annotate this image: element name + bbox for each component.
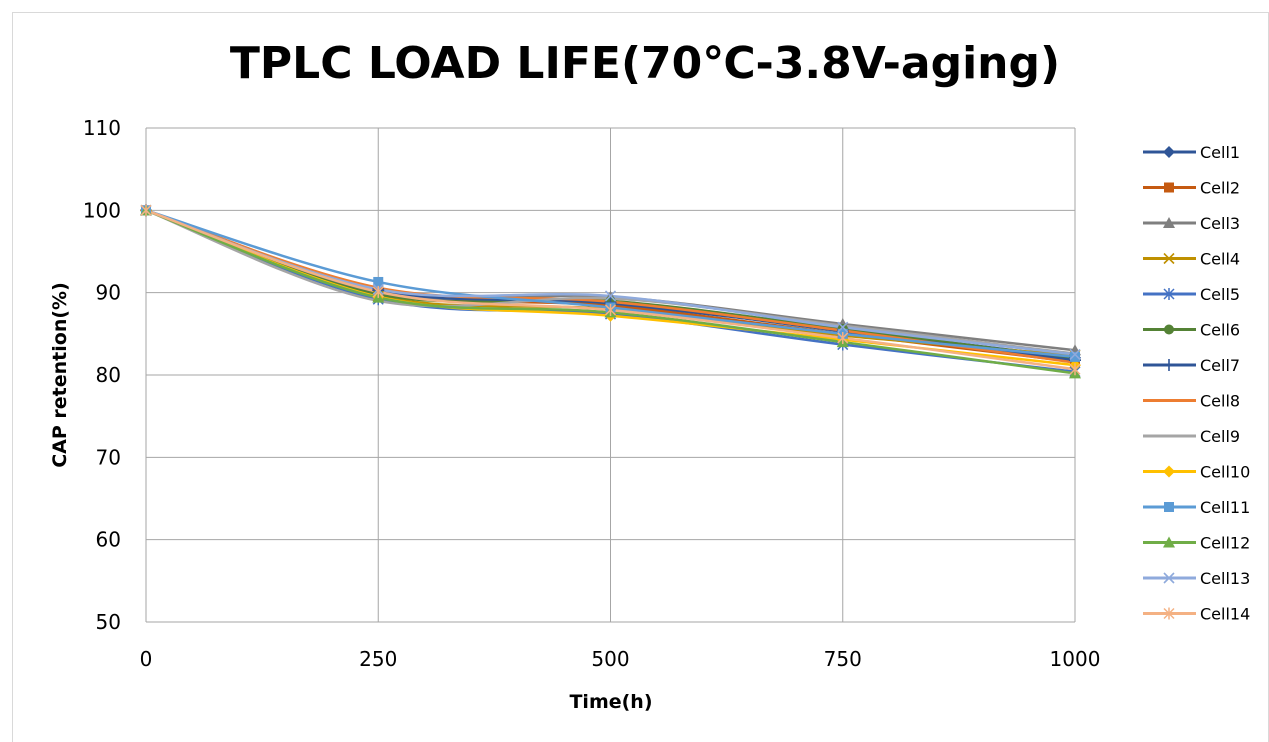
series-lines [140,204,1081,379]
legend-marker [1163,607,1175,620]
legend-marker [1163,465,1175,478]
y-tick-label: 50 [96,610,121,634]
x-axis-label: Time(h) [569,691,652,713]
legend-item-cell9: Cell9 [1143,427,1240,446]
y-tick-label: 100 [83,198,121,222]
x-tick-label: 250 [359,647,397,671]
legend-marker [1164,182,1174,193]
legend-marker [1163,217,1175,228]
legend-item-cell12: Cell12 [1143,534,1250,553]
data-point-cell14 [604,303,617,316]
legend-item-cell3: Cell3 [1143,214,1240,233]
chart-title: TPLC LOAD LIFE(70℃-3.8V-aging) [230,38,1060,89]
legend-item-cell11: Cell11 [1143,498,1250,517]
legend-item-cell1: Cell1 [1143,143,1240,162]
data-point-cell13 [837,321,849,333]
data-point-cell14 [140,204,152,217]
legend-item-cell7: Cell7 [1143,356,1240,375]
data-point-cell14 [372,285,384,298]
legend-label: Cell9 [1200,427,1240,446]
legend-label: Cell2 [1200,179,1240,198]
legend-marker [1164,324,1174,335]
y-tick-label: 60 [96,528,121,552]
data-point-cell14 [1069,363,1081,376]
legend-item-cell14: Cell14 [1143,605,1250,624]
legend-marker [1164,502,1174,512]
legend-item-cell2: Cell2 [1143,179,1240,198]
legend-label: Cell1 [1200,143,1240,162]
legend-label: Cell3 [1200,214,1240,233]
axis-ticks: 50 60 70 80 90 100 110 0 250 500 750 1000 [83,116,1101,671]
x-tick-label: 750 [824,647,862,671]
legend-item-cell5: Cell5 [1143,285,1240,304]
legend-marker [1163,572,1175,584]
y-tick-label: 80 [96,363,121,387]
legend-item-cell13: Cell13 [1143,569,1250,588]
legend-label: Cell6 [1200,321,1240,340]
x-tick-label: 0 [140,647,153,671]
chart-frame [12,12,1269,742]
data-point-cell13 [1069,348,1081,360]
y-tick-label: 110 [83,116,121,140]
legend-label: Cell5 [1200,285,1240,304]
legend-marker [1163,288,1175,300]
x-tick-label: 500 [591,647,629,671]
legend: Cell1 Cell2 Cell3 Cell4 Cell5 Cell6 Cell7 Cell8… [1143,143,1250,624]
legend-label: Cell7 [1200,356,1240,375]
legend-item-cell10: Cell10 [1143,463,1250,482]
legend-label: Cell10 [1200,463,1250,482]
y-tick-label: 70 [96,445,121,469]
legend-item-cell8: Cell8 [1143,392,1240,411]
legend-label: Cell4 [1200,250,1240,269]
y-tick-label: 90 [96,281,121,305]
legend-label: Cell13 [1200,569,1250,588]
data-point-cell13 [604,290,617,302]
legend-marker [1163,146,1175,158]
x-tick-label: 1000 [1050,647,1101,671]
legend-marker [1163,252,1175,265]
legend-label: Cell8 [1200,392,1240,411]
legend-marker [1163,536,1175,548]
legend-label: Cell14 [1200,605,1250,624]
legend-label: Cell12 [1200,534,1250,553]
legend-marker [1163,359,1175,371]
legend-item-cell4: Cell4 [1143,250,1240,269]
legend-item-cell6: Cell6 [1143,321,1240,340]
y-axis-label: CAP retention(%) [49,282,71,468]
data-point-cell11 [1070,351,1080,362]
data-point-cell11 [373,276,384,287]
legend-label: Cell11 [1200,498,1250,517]
data-point-cell14 [837,331,849,344]
